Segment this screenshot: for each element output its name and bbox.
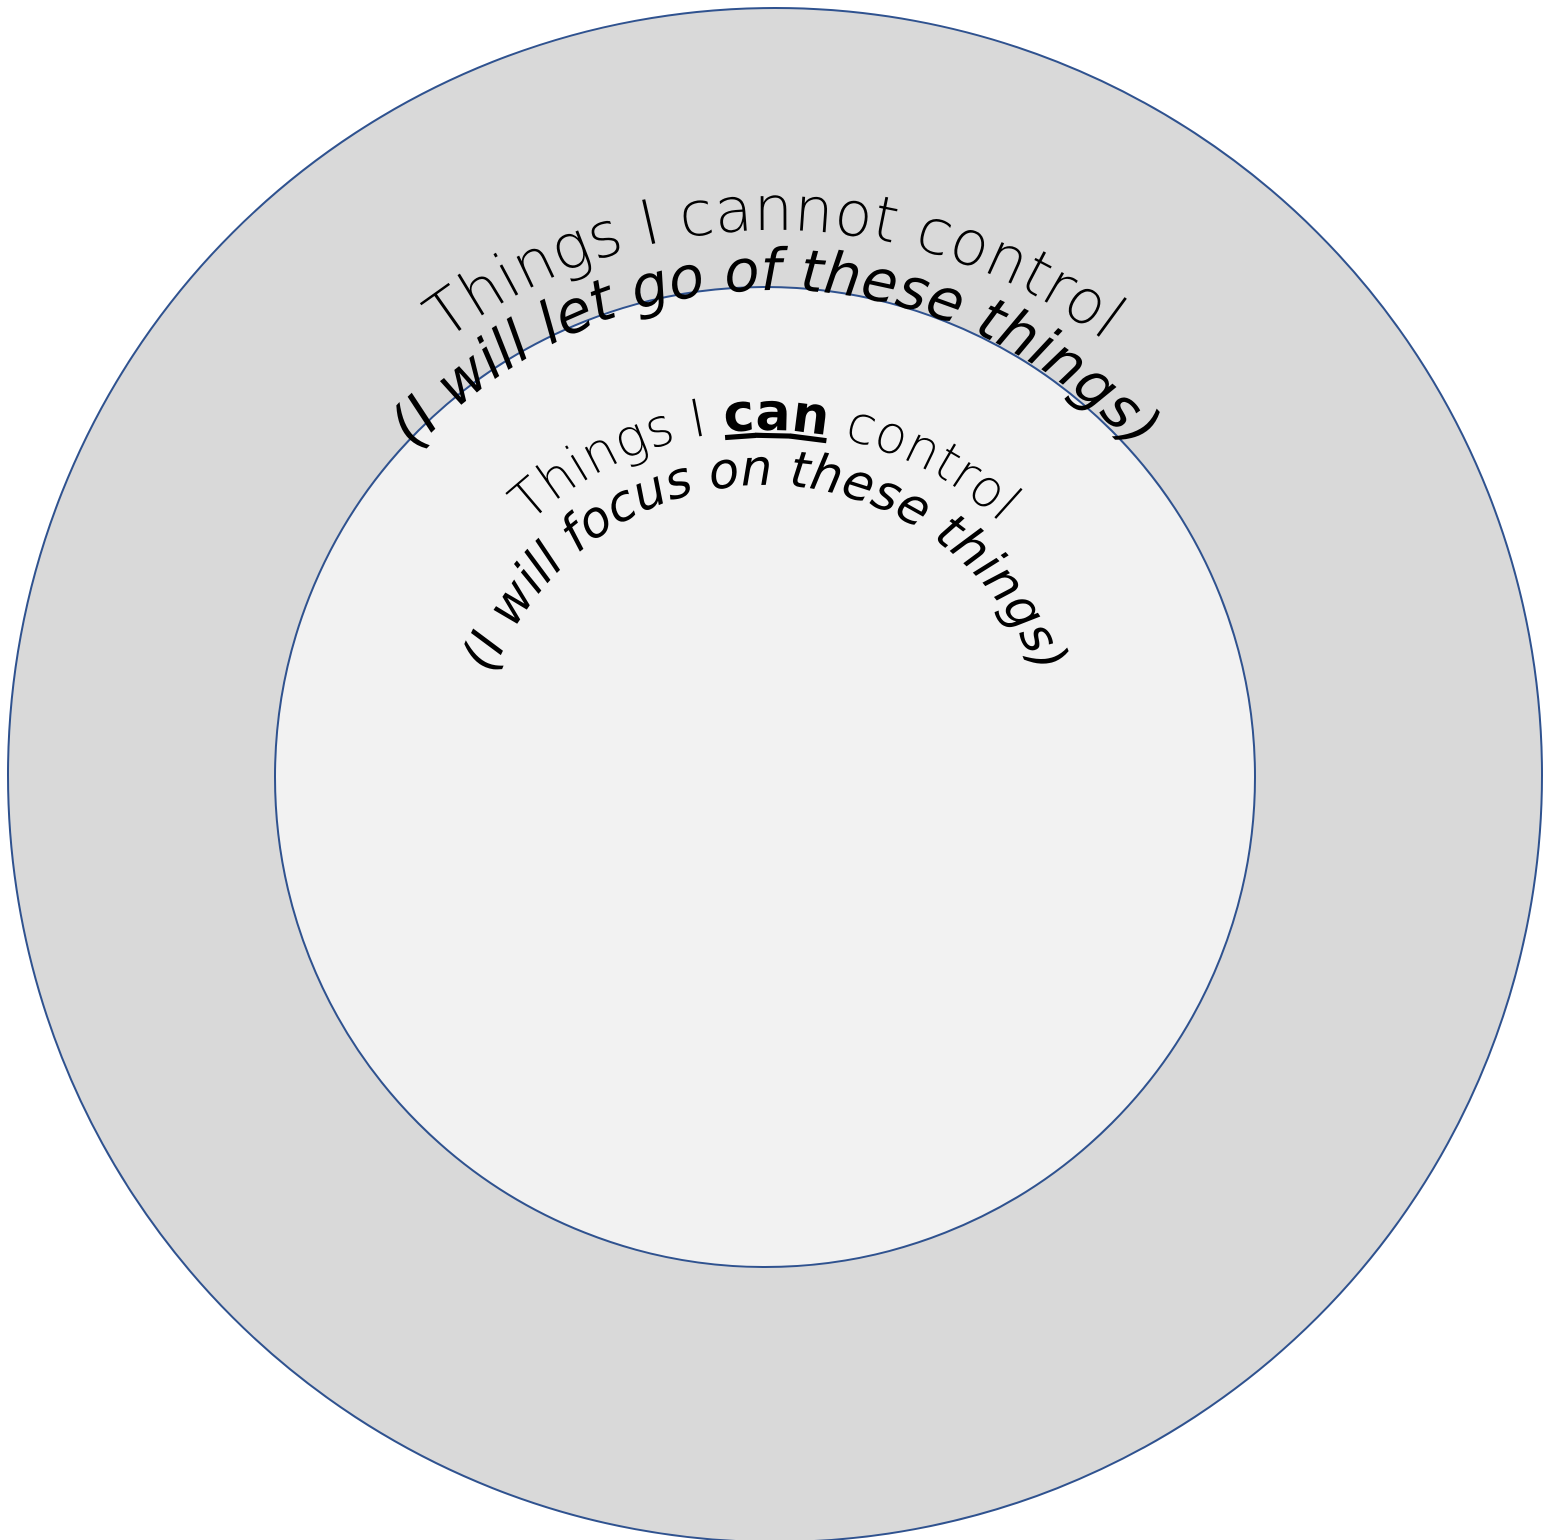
inner-title-emphasis: can — [721, 383, 833, 448]
inner-circle — [274, 286, 1256, 1268]
